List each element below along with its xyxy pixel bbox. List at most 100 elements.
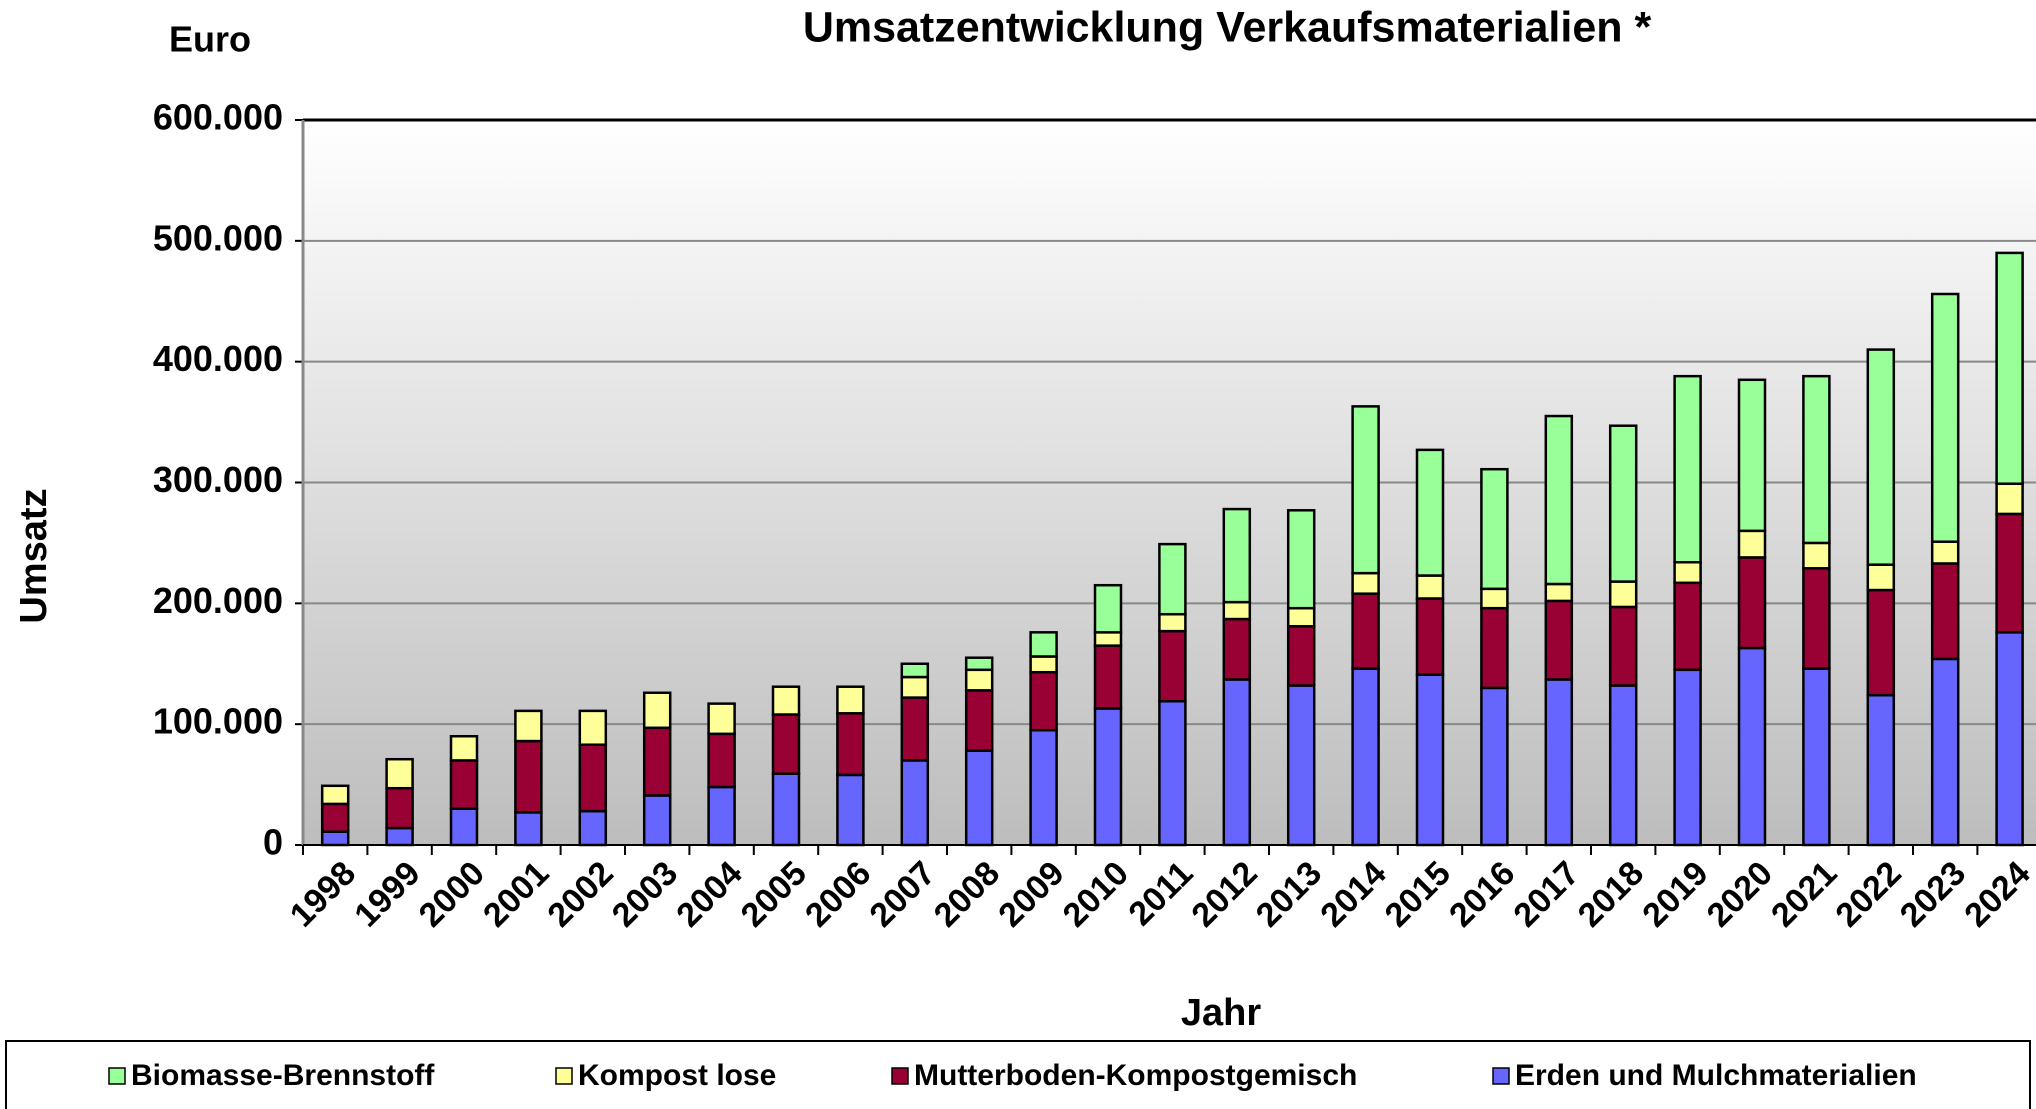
bar-segment [1480, 587, 1509, 610]
y-tick-label: 0 [263, 822, 283, 863]
x-tick-label: 2011 [1121, 854, 1200, 933]
y-unit: Euro [169, 19, 251, 60]
bar-segment [642, 691, 672, 730]
bar-segment [320, 802, 350, 833]
bar-segment [1866, 588, 1896, 697]
bar-segment [1802, 667, 1831, 847]
bar-segment [1544, 678, 1574, 847]
bar-segment [1029, 655, 1058, 674]
x-axis-label: Jahr [1181, 992, 1261, 1034]
bar-segment [1480, 467, 1509, 591]
y-axis-label: Umsatz [13, 488, 55, 623]
x-tick-label: 2015 [1378, 854, 1458, 934]
bar-segment [1737, 646, 1767, 847]
bar-segment [385, 826, 414, 847]
bar-segment [900, 696, 930, 762]
bar-segment [1222, 600, 1252, 621]
bar-segment [642, 726, 672, 797]
bar-segment [1222, 507, 1252, 604]
bar-segment [1351, 667, 1380, 847]
bar-segment [1286, 625, 1316, 687]
bar-segment [449, 807, 479, 847]
bar-segment [1737, 529, 1767, 559]
legend-label: Erden und Mulchmaterialien [1515, 1059, 1917, 1092]
bar-segment [320, 830, 350, 847]
y-tick-label: 300.000 [153, 459, 283, 500]
y-tick-label: 400.000 [153, 338, 283, 379]
bar-segment [707, 785, 736, 847]
bar-segment [1286, 606, 1316, 628]
bar-segment [514, 709, 543, 743]
x-tick-label: 2005 [734, 854, 814, 934]
bar-segment [1995, 631, 2024, 847]
legend-swatch [891, 1067, 909, 1085]
bar-segment [1158, 542, 1187, 616]
bar-segment [1673, 374, 1702, 564]
bar-segment [1415, 597, 1445, 676]
bar-segment [1930, 292, 1960, 543]
bar-segment [1673, 668, 1702, 847]
bar-segment [449, 759, 479, 811]
bar-segment [1415, 574, 1445, 600]
bar-segment [449, 735, 479, 762]
bar-segment [1351, 571, 1380, 595]
bar-segment [836, 773, 865, 847]
bar-segment [1029, 631, 1058, 658]
bar-segment [1222, 678, 1252, 847]
legend-box [5, 1040, 2031, 1109]
x-tick-label: 2004 [669, 854, 749, 934]
x-tick-label: 2021 [1764, 854, 1844, 934]
bar-segment [1480, 686, 1509, 847]
bar-segment [964, 749, 994, 847]
bar-segment [1802, 374, 1831, 545]
bar-segment [1608, 684, 1638, 847]
bar-segment [578, 709, 608, 746]
bar-segment [1737, 556, 1767, 650]
bar-segment [1866, 348, 1896, 566]
bar-segment [1029, 670, 1058, 732]
legend-swatch [108, 1067, 126, 1085]
bar-segment [1286, 509, 1316, 610]
x-tick-label: 2012 [1184, 854, 1264, 934]
x-tick-label: 2009 [991, 854, 1071, 934]
bar-segment [1930, 657, 1960, 847]
x-tick-label: 2008 [927, 854, 1007, 934]
bar-segment [1995, 251, 2024, 485]
x-tick-label: 2022 [1828, 854, 1908, 934]
bar-segment [707, 732, 736, 789]
x-tick-label: 2013 [1249, 854, 1329, 934]
x-tick-label: 2007 [862, 854, 942, 934]
bar-segment [385, 757, 414, 790]
bar-segment [707, 702, 736, 736]
legend-label: Mutterboden-Kompostgemisch [914, 1059, 1357, 1092]
bar-segment [1351, 592, 1380, 670]
bar-segment [836, 712, 865, 777]
bar-segment [1093, 631, 1123, 647]
x-tick-label: 2010 [1056, 854, 1136, 934]
bar-segment [514, 811, 543, 847]
bar-segment [385, 786, 414, 830]
bar-segment [1737, 378, 1767, 533]
x-tick-label: 2020 [1700, 854, 1780, 934]
bar-segment [836, 685, 865, 715]
y-tick-label: 100.000 [153, 701, 283, 742]
bar-segment [1544, 414, 1574, 586]
bar-segment [1608, 580, 1638, 609]
bar-segment [900, 662, 930, 679]
bar-segment [964, 656, 994, 672]
bar-segment [1286, 684, 1316, 847]
bar-segment [1093, 583, 1123, 634]
legend-swatch [1492, 1067, 1510, 1085]
x-tick-label: 2001 [476, 854, 556, 934]
bar-segment [1866, 693, 1896, 847]
bar-segment [1608, 424, 1638, 583]
bar-segment [1093, 644, 1123, 710]
bar-segment [1544, 599, 1574, 681]
legend-swatch [555, 1067, 573, 1085]
x-tick-label: 2024 [1957, 854, 2036, 934]
bar-segment [900, 759, 930, 847]
x-tick-label: 2002 [540, 854, 620, 934]
bar-segment [900, 675, 930, 699]
bar-segment [1222, 617, 1252, 681]
chart-title: Umsatzentwicklung Verkaufsmaterialien * [803, 3, 1652, 51]
